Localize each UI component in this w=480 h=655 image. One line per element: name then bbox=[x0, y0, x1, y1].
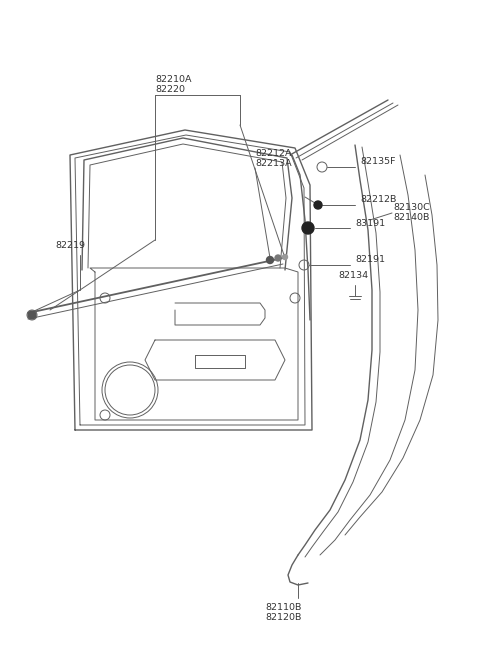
Text: 82135F: 82135F bbox=[360, 157, 396, 166]
Text: 82130C: 82130C bbox=[393, 204, 430, 212]
Text: 82212B: 82212B bbox=[360, 195, 396, 204]
Text: 83191: 83191 bbox=[355, 219, 385, 227]
Circle shape bbox=[283, 255, 288, 259]
Text: 82134: 82134 bbox=[338, 272, 368, 280]
Text: 82212A: 82212A bbox=[255, 149, 291, 157]
Circle shape bbox=[314, 201, 322, 209]
Text: 82140B: 82140B bbox=[393, 214, 430, 223]
Circle shape bbox=[302, 222, 314, 234]
Circle shape bbox=[28, 311, 36, 319]
Text: 82210A: 82210A bbox=[155, 75, 192, 84]
Text: 82220: 82220 bbox=[155, 86, 185, 94]
Circle shape bbox=[266, 257, 274, 263]
Text: 82120B: 82120B bbox=[265, 612, 301, 622]
Text: 82213A: 82213A bbox=[255, 159, 292, 168]
Text: 82219: 82219 bbox=[55, 240, 85, 250]
Text: 82191: 82191 bbox=[355, 255, 385, 265]
Text: 82110B: 82110B bbox=[265, 603, 301, 612]
Circle shape bbox=[275, 255, 281, 261]
